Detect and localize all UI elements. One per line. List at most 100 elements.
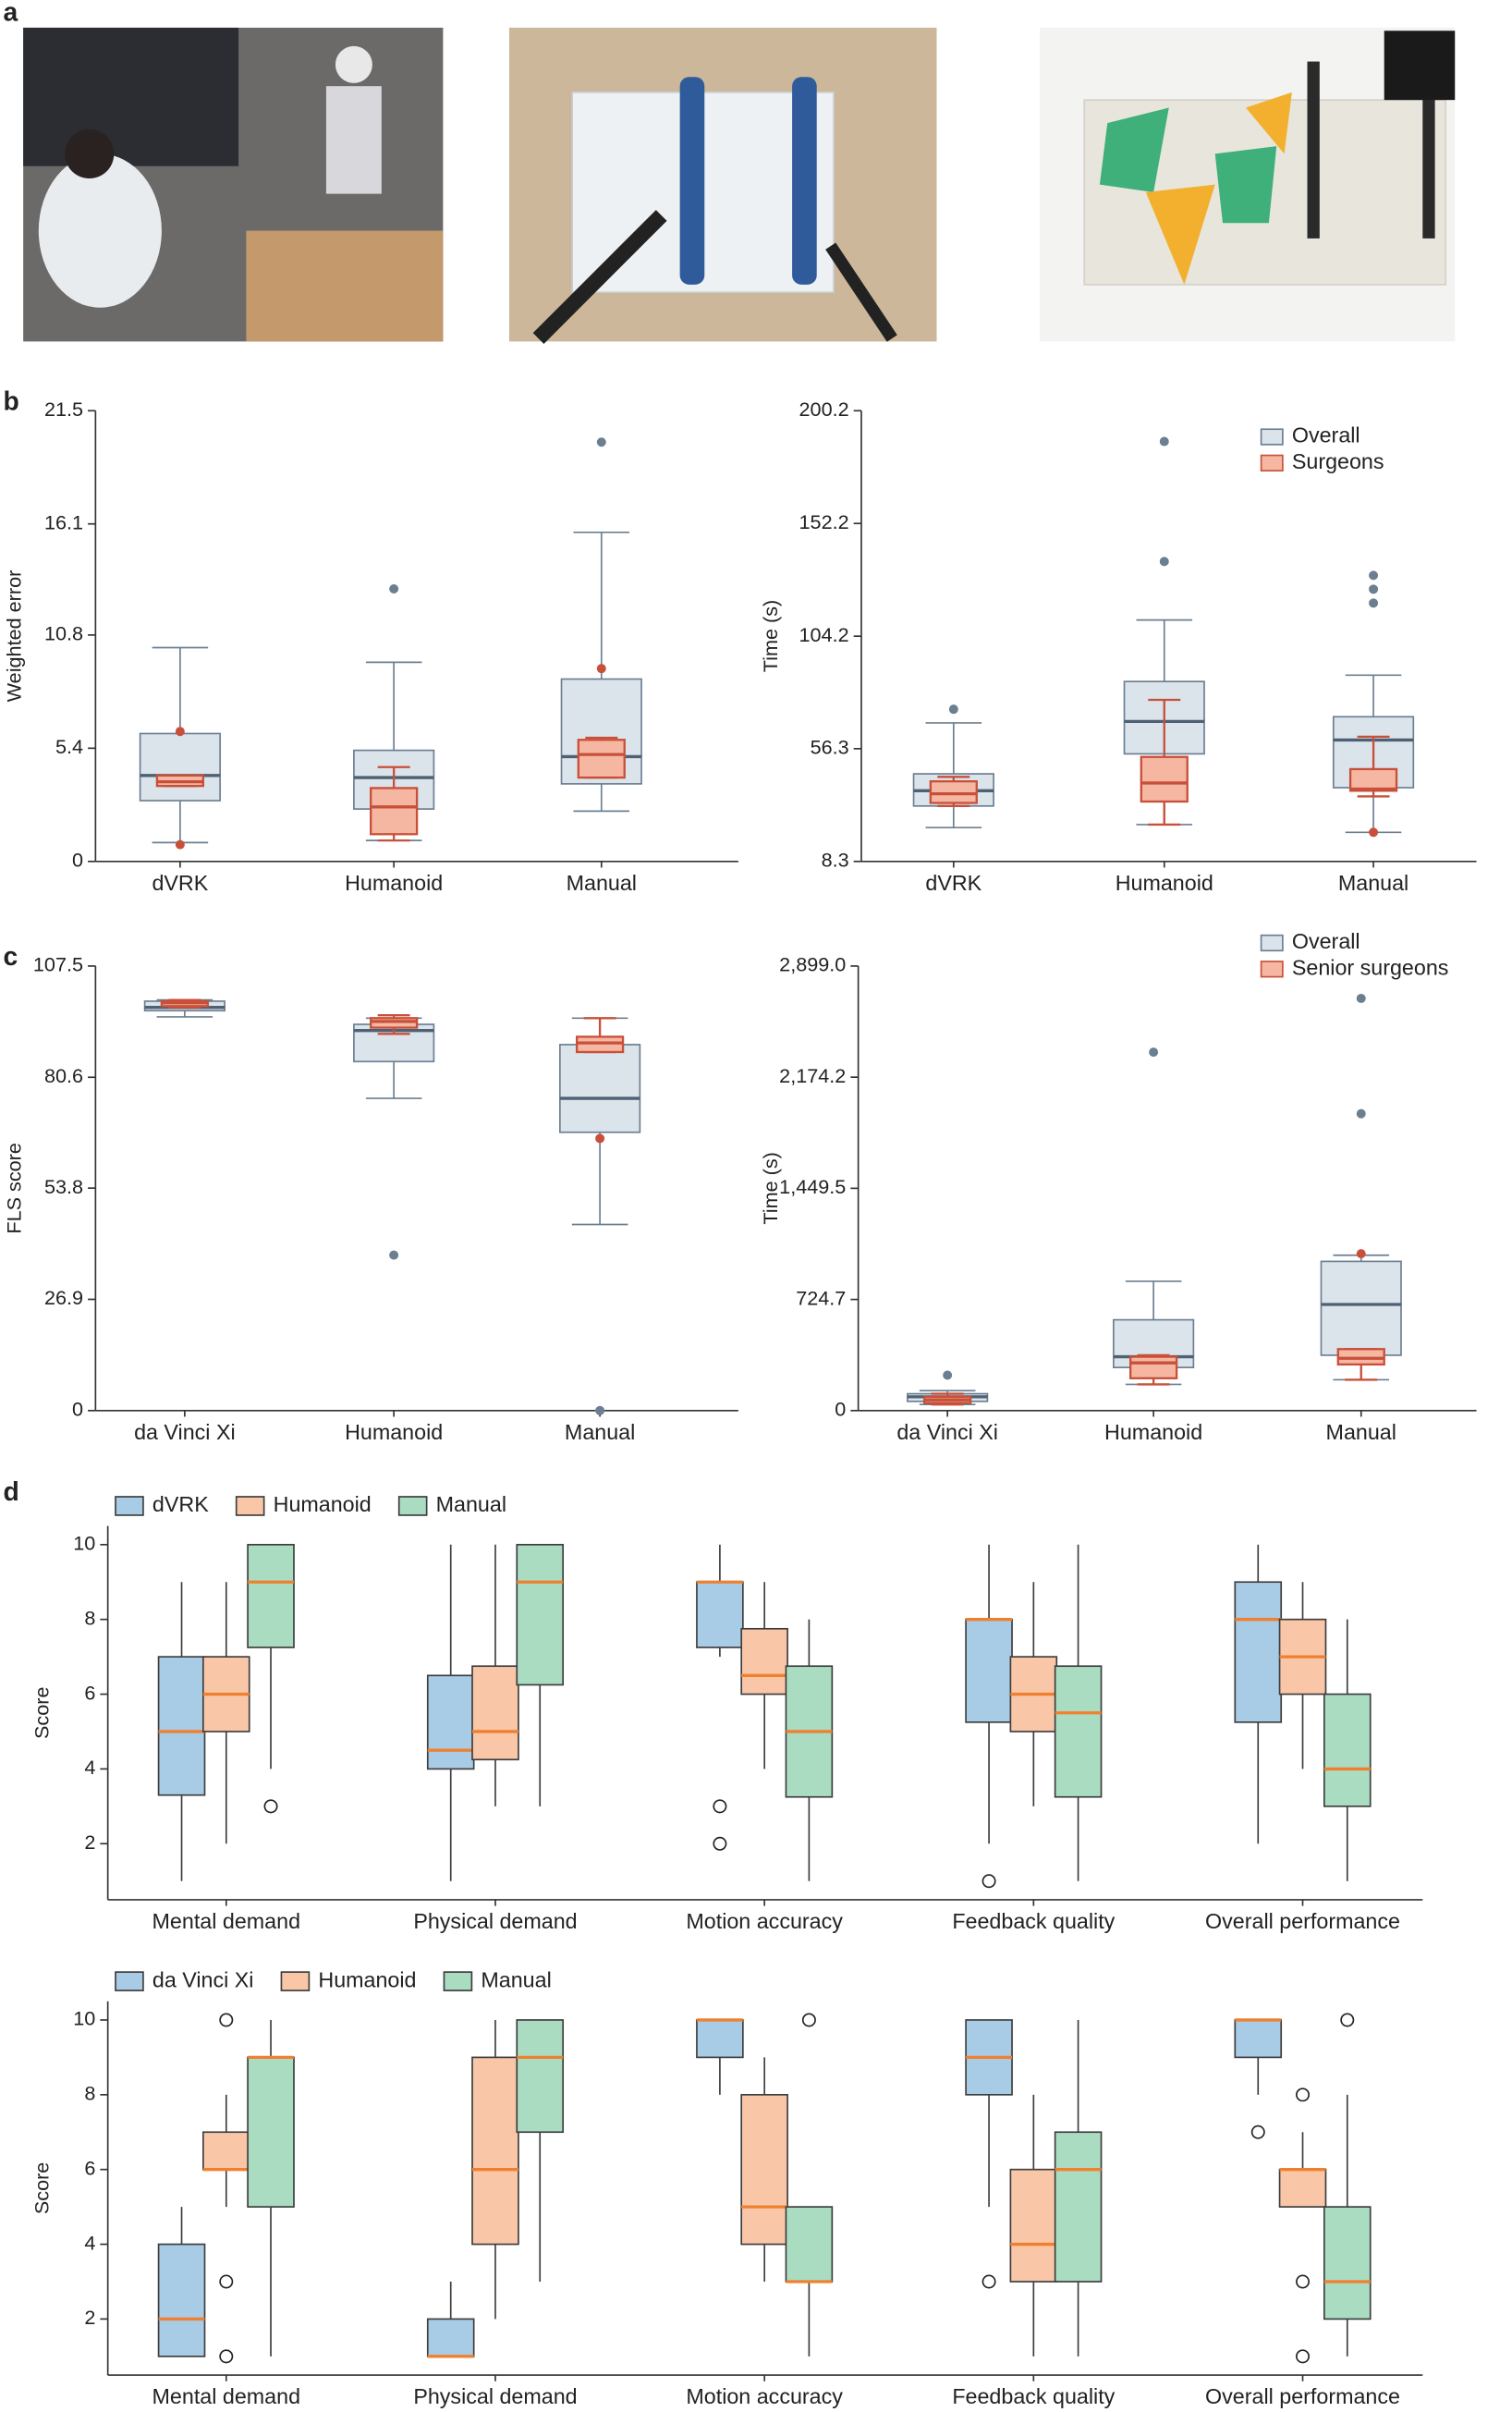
outlier <box>1159 557 1169 567</box>
y-tick-label: 16.1 <box>44 510 83 533</box>
outlier <box>1369 598 1379 608</box>
box <box>965 1618 1013 1723</box>
outlier <box>1369 584 1379 594</box>
outlier <box>175 727 185 737</box>
outlier <box>219 2349 234 2364</box>
outlier <box>1356 1249 1366 1259</box>
box <box>740 1627 788 1696</box>
legend-label: Surgeons <box>1292 449 1384 473</box>
legend-label: Humanoid <box>274 1492 372 1516</box>
box <box>201 2131 250 2171</box>
x-tick-label: Physical demand <box>413 2384 577 2408</box>
x-tick-label: Manual <box>1338 871 1408 895</box>
panel-label: a <box>4 0 18 26</box>
box <box>740 2093 788 2246</box>
legend-label: Overall <box>1292 929 1360 953</box>
outlier <box>943 1370 953 1380</box>
outlier <box>713 1799 727 1814</box>
box <box>929 779 978 804</box>
box <box>139 732 221 802</box>
y-tick-label: 152.2 <box>799 510 849 533</box>
y-tick-label: 8.3 <box>822 849 849 872</box>
legend-swatch <box>1260 934 1284 952</box>
box <box>1320 1260 1402 1356</box>
x-tick-label: Feedback quality <box>952 2384 1115 2408</box>
y-tick-label: 724.7 <box>796 1286 846 1309</box>
outlier <box>1296 2088 1311 2102</box>
y-axis-label: Score <box>30 1687 53 1740</box>
outlier <box>1356 993 1366 1003</box>
y-tick-label: 4 <box>84 1756 95 1779</box>
photo <box>23 27 444 342</box>
outlier <box>982 1874 996 1889</box>
outlier <box>1369 570 1379 581</box>
y-tick-label: 10 <box>73 1532 95 1555</box>
y-tick-label: 2 <box>84 1830 95 1854</box>
outlier <box>596 437 606 447</box>
x-tick-label: Motion accuracy <box>686 1909 843 1933</box>
outlier <box>595 1133 605 1144</box>
y-tick-label: 6 <box>84 2156 95 2179</box>
legend-label: Humanoid <box>318 1967 416 1991</box>
y-tick-label: 104.2 <box>799 623 849 646</box>
x-tick-label: da Vinci Xi <box>134 1420 236 1444</box>
outlier <box>1149 1047 1159 1058</box>
legend-label: da Vinci Xi <box>152 1967 254 1991</box>
x-tick-label: Humanoid <box>345 1420 443 1444</box>
legend-swatch <box>1260 454 1284 471</box>
box <box>1234 2019 1283 2059</box>
x-tick-label: dVRK <box>152 871 208 895</box>
box <box>1278 2168 1327 2208</box>
legend-label: Manual <box>481 1967 551 1991</box>
y-tick-label: 200.2 <box>799 398 849 421</box>
box <box>471 2056 519 2246</box>
legend-swatch <box>1260 428 1284 446</box>
box <box>247 1543 295 1648</box>
photo <box>1039 27 1456 342</box>
box <box>577 739 626 779</box>
y-tick-label: 8 <box>84 1606 95 1629</box>
x-tick-label: dVRK <box>925 871 982 895</box>
legend-label: Overall <box>1292 423 1360 447</box>
y-tick-label: 8 <box>84 2082 95 2105</box>
y-tick-label: 107.5 <box>33 953 83 976</box>
x-tick-label: Feedback quality <box>952 1909 1115 1933</box>
box <box>247 2056 295 2208</box>
legend-label: Senior surgeons <box>1292 955 1449 979</box>
box <box>1009 2168 1058 2283</box>
y-tick-label: 53.8 <box>44 1175 83 1198</box>
x-tick-label: Manual <box>1326 1420 1396 1444</box>
box <box>1054 1665 1103 1798</box>
box <box>426 2318 475 2357</box>
y-tick-label: 10.8 <box>44 622 83 645</box>
box <box>1128 1355 1178 1379</box>
photo <box>508 27 937 344</box>
legend-label: dVRK <box>152 1492 209 1516</box>
legend-swatch <box>235 1496 265 1516</box>
outlier <box>982 2274 996 2289</box>
y-tick-label: 2 <box>84 2306 95 2329</box>
legend-swatch <box>280 1971 311 1991</box>
outlier <box>1296 2349 1311 2364</box>
y-tick-label: 10 <box>73 2007 95 2030</box>
outlier <box>1369 827 1379 838</box>
x-tick-label: Overall performance <box>1205 1909 1400 1933</box>
box <box>785 2206 834 2283</box>
x-tick-label: Manual <box>567 871 637 895</box>
x-tick-label: Overall performance <box>1205 2384 1400 2408</box>
outlier <box>713 1836 727 1851</box>
outlier <box>175 839 185 850</box>
x-tick-label: Mental demand <box>152 1909 300 1933</box>
legend-swatch <box>115 1496 144 1516</box>
box <box>1348 767 1398 792</box>
outlier <box>389 584 399 594</box>
x-tick-label: Humanoid <box>1116 871 1213 895</box>
x-tick-label: Manual <box>565 1420 635 1444</box>
panel-label: b <box>4 386 19 415</box>
y-axis-label: Score <box>30 2162 53 2215</box>
y-tick-label: 0 <box>835 1398 846 1421</box>
panel-label: c <box>4 941 18 971</box>
y-axis-label: Time (s) <box>759 600 782 672</box>
outlier <box>948 704 958 715</box>
